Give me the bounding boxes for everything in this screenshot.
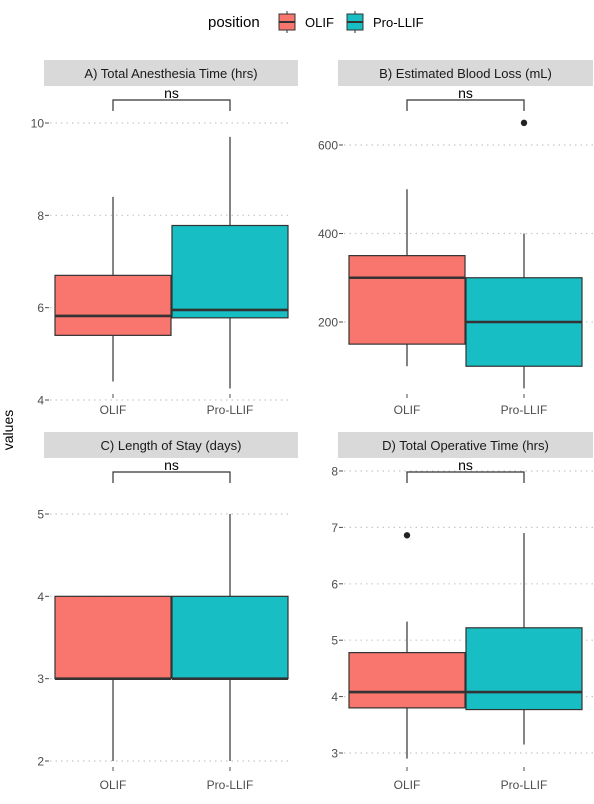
y-tick-label: 5 [331, 634, 338, 648]
x-tick-label: OLIF [100, 403, 127, 417]
x-tick-label: OLIF [394, 778, 421, 792]
x-tick-label: OLIF [100, 778, 127, 792]
box-olif [348, 532, 466, 759]
outlier-point [403, 532, 411, 539]
box-pro-llif [465, 119, 583, 389]
significance-label: ns [164, 457, 179, 473]
y-tick-label: 4 [37, 394, 44, 408]
box-iqr [171, 224, 289, 319]
panel-1: B) Estimated Blood Loss (mL) 200 400 600 OLI… [318, 60, 593, 417]
x-tick-label: Pro-LLIF [207, 778, 254, 792]
box-olif [54, 595, 172, 761]
significance-bracket [406, 471, 525, 483]
legend-key-olif [278, 11, 296, 33]
y-tick-label: 8 [37, 209, 44, 223]
box-iqr [348, 652, 466, 709]
y-axis-label: values [0, 410, 16, 450]
x-tick-label: Pro-LLIF [501, 403, 548, 417]
box-pro-llif [171, 136, 289, 389]
y-tick-label: 200 [318, 316, 338, 330]
y-tick-label: 3 [331, 747, 338, 761]
box-iqr [54, 274, 172, 336]
y-tick-label: 6 [37, 301, 44, 315]
y-tick-label: 4 [331, 690, 338, 704]
legend-label-pro-llif: Pro-LLIF [373, 15, 424, 30]
box-pro-llif [465, 533, 583, 745]
y-tick-label: 5 [37, 508, 44, 522]
y-tick-label: 4 [37, 590, 44, 604]
panel-strip [44, 432, 298, 458]
legend: position OLIF Pro-LLIF [208, 11, 424, 33]
significance-bracket [112, 99, 231, 111]
legend-title: position [208, 14, 260, 31]
panel-strip [44, 60, 298, 86]
box-iqr [171, 595, 289, 680]
panel-title: A) Total Anesthesia Time (hrs) [84, 66, 257, 81]
legend-key-pro-llif [346, 11, 364, 33]
significance-bracket [112, 471, 231, 483]
box-iqr [54, 595, 172, 680]
panel-2: C) Length of Stay (days) 2 3 4 5 OLIF Pro-LLIF… [37, 432, 298, 792]
significance-label: ns [458, 457, 473, 473]
y-tick-label: 6 [331, 577, 338, 591]
y-tick-label: 2 [37, 755, 44, 769]
y-tick-label: 8 [331, 465, 338, 479]
box-iqr [465, 627, 583, 711]
y-tick-label: 10 [31, 117, 45, 131]
panel-title: C) Length of Stay (days) [101, 438, 242, 453]
box-olif [54, 196, 172, 382]
panel-strip [338, 60, 593, 86]
panel-3: D) Total Operative Time (hrs) 3 4 5 6 7 8 OLIF P… [331, 432, 593, 792]
y-tick-label: 3 [37, 672, 44, 686]
significance-label: ns [458, 85, 473, 101]
panel-title: D) Total Operative Time (hrs) [382, 438, 549, 453]
y-tick-label: 7 [331, 521, 338, 535]
panel-strip [338, 432, 593, 458]
y-tick-label: 600 [318, 139, 338, 153]
box-pro-llif [171, 514, 289, 761]
panels: A) Total Anesthesia Time (hrs) 4 6 8 10 OLIF P… [31, 60, 593, 792]
panel-0: A) Total Anesthesia Time (hrs) 4 6 8 10 OLIF P… [31, 60, 298, 417]
significance-label: ns [164, 85, 179, 101]
y-tick-label: 400 [318, 227, 338, 241]
box-olif [348, 189, 466, 367]
significance-bracket [406, 99, 525, 111]
outlier-point [520, 119, 528, 127]
box-iqr [348, 255, 466, 345]
x-tick-label: Pro-LLIF [207, 403, 254, 417]
x-tick-label: Pro-LLIF [501, 778, 548, 792]
x-tick-label: OLIF [394, 403, 421, 417]
panel-title: B) Estimated Blood Loss (mL) [379, 66, 552, 81]
legend-label-olif: OLIF [305, 15, 334, 30]
